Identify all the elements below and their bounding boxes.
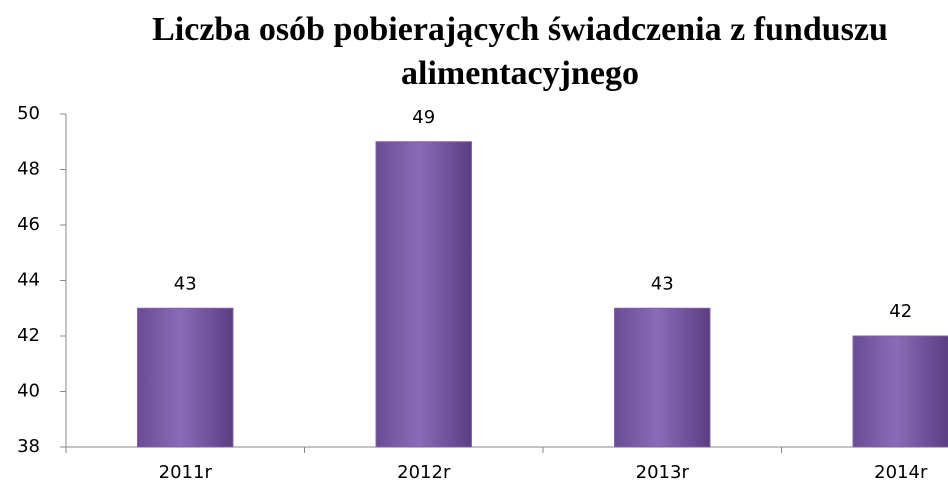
x-tick-label: 2012r: [397, 462, 451, 483]
y-tick-label: 44: [17, 270, 40, 291]
bar: [375, 141, 472, 448]
bar: [852, 335, 948, 448]
bar: [614, 307, 711, 448]
data-label: 42: [889, 301, 912, 322]
data-label: 43: [174, 273, 197, 294]
x-tick-label: 2014r: [874, 462, 928, 483]
bar: [137, 307, 234, 448]
chart-title: Liczba osób pobierających świadczenia z …: [152, 11, 888, 92]
y-tick-label: 38: [17, 436, 40, 457]
y-tick-label: 50: [17, 103, 40, 124]
y-tick-label: 48: [17, 159, 40, 180]
x-tick-label: 2013r: [636, 462, 690, 483]
data-label: 49: [412, 107, 435, 128]
x-tick-label: 2011r: [159, 462, 213, 483]
data-label: 43: [651, 273, 674, 294]
y-tick-label: 46: [17, 214, 40, 235]
y-tick-label: 40: [17, 381, 40, 402]
y-tick-label: 42: [17, 325, 40, 346]
